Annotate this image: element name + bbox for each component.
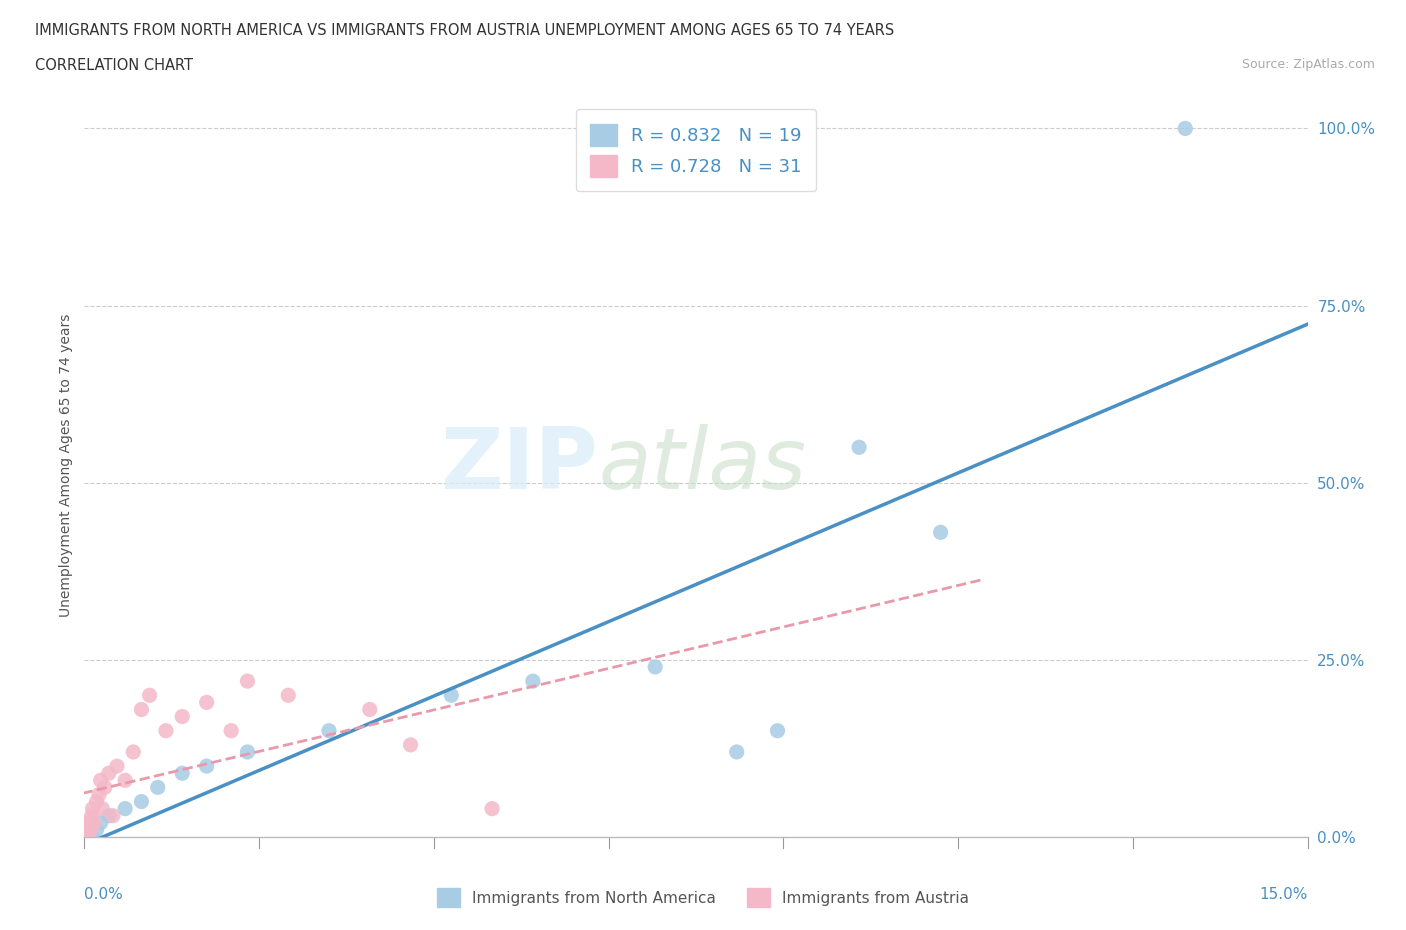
Legend: Immigrants from North America, Immigrants from Austria: Immigrants from North America, Immigrant… <box>432 883 974 913</box>
Point <box>77 822 100 837</box>
Point <box>440 688 463 703</box>
Point <box>644 659 666 674</box>
Text: Source: ZipAtlas.com: Source: ZipAtlas.com <box>1241 58 1375 71</box>
Point <box>172 765 194 780</box>
Point <box>138 688 160 703</box>
Point <box>80 822 103 837</box>
Point <box>766 724 789 738</box>
Point <box>87 787 110 802</box>
Text: 15.0%: 15.0% <box>1260 886 1308 901</box>
Point <box>195 759 218 774</box>
Point <box>90 773 112 788</box>
Text: ZIP: ZIP <box>440 423 598 507</box>
Point <box>725 745 748 760</box>
Point <box>75 830 97 844</box>
Text: IMMIGRANTS FROM NORTH AMERICA VS IMMIGRANTS FROM AUSTRIA UNEMPLOYMENT AMONG AGES: IMMIGRANTS FROM NORTH AMERICA VS IMMIGRA… <box>35 23 894 38</box>
Point <box>91 802 114 817</box>
Y-axis label: Unemployment Among Ages 65 to 74 years: Unemployment Among Ages 65 to 74 years <box>59 313 73 617</box>
Point <box>195 695 218 710</box>
Point <box>86 822 108 837</box>
Point <box>131 702 153 717</box>
Point <box>359 702 381 717</box>
Point <box>86 794 108 809</box>
Point <box>83 816 105 830</box>
Point <box>82 830 104 844</box>
Point <box>97 808 120 823</box>
Point <box>80 808 103 823</box>
Point <box>101 808 124 823</box>
Point <box>82 802 104 817</box>
Point <box>155 724 177 738</box>
Point <box>131 794 153 809</box>
Point <box>77 830 100 844</box>
Point <box>848 440 870 455</box>
Point <box>114 802 136 817</box>
Point <box>79 816 101 830</box>
Point <box>318 724 340 738</box>
Point <box>219 724 242 738</box>
Point <box>90 816 112 830</box>
Point <box>97 765 120 780</box>
Point <box>1174 121 1197 136</box>
Point <box>929 525 952 539</box>
Point <box>399 737 422 752</box>
Point <box>236 673 259 688</box>
Point <box>236 745 259 760</box>
Point <box>105 759 128 774</box>
Point <box>146 780 169 795</box>
Point <box>481 802 503 817</box>
Point <box>277 688 299 703</box>
Legend: R = 0.832   N = 19, R = 0.728   N = 31: R = 0.832 N = 19, R = 0.728 N = 31 <box>575 110 817 192</box>
Point <box>122 745 145 760</box>
Point <box>76 816 98 830</box>
Point <box>114 773 136 788</box>
Text: CORRELATION CHART: CORRELATION CHART <box>35 58 193 73</box>
Text: 0.0%: 0.0% <box>84 886 124 901</box>
Text: atlas: atlas <box>598 423 806 507</box>
Point <box>93 780 115 795</box>
Point <box>76 822 98 837</box>
Point <box>522 673 544 688</box>
Point <box>172 709 194 724</box>
